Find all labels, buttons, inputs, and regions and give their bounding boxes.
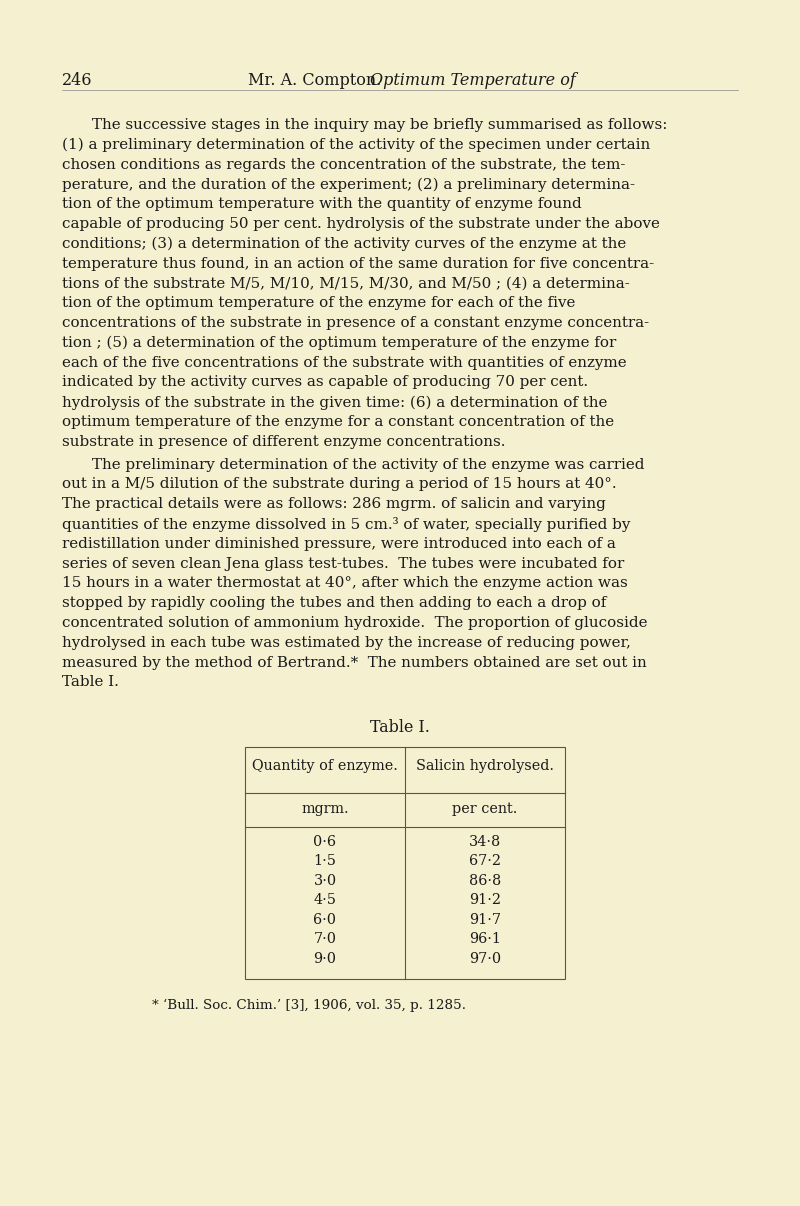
Text: 3·0: 3·0 bbox=[314, 873, 337, 888]
Text: per cent.: per cent. bbox=[452, 802, 518, 815]
Text: The practical details were as follows: 286 mgrm. of salicin and varying: The practical details were as follows: 2… bbox=[62, 497, 606, 511]
Text: perature, and the duration of the experiment; (2) a preliminary determina-: perature, and the duration of the experi… bbox=[62, 177, 635, 192]
Text: 9·0: 9·0 bbox=[314, 952, 337, 966]
Text: temperature thus found, in an action of the same duration for five concentra-: temperature thus found, in an action of … bbox=[62, 257, 654, 270]
Text: Salicin hydrolysed.: Salicin hydrolysed. bbox=[416, 759, 554, 773]
Text: tions of the substrate M/5, M/10, M/15, M/30, and M/50 ; (4) a determina-: tions of the substrate M/5, M/10, M/15, … bbox=[62, 276, 630, 291]
Text: concentrated solution of ammonium hydroxide.  The proportion of glucoside: concentrated solution of ammonium hydrox… bbox=[62, 616, 647, 630]
Text: stopped by rapidly cooling the tubes and then adding to each a drop of: stopped by rapidly cooling the tubes and… bbox=[62, 596, 606, 610]
Text: 86·8: 86·8 bbox=[469, 873, 501, 888]
Text: 7·0: 7·0 bbox=[314, 932, 337, 947]
Text: 246: 246 bbox=[62, 72, 93, 89]
Text: 34·8: 34·8 bbox=[469, 835, 501, 849]
Text: Table I.: Table I. bbox=[370, 719, 430, 736]
Text: capable of producing 50 per cent. hydrolysis of the substrate under the above: capable of producing 50 per cent. hydrol… bbox=[62, 217, 660, 232]
Text: * ‘Bull. Soc. Chim.’ [3], 1906, vol. 35, p. 1285.: * ‘Bull. Soc. Chim.’ [3], 1906, vol. 35,… bbox=[152, 999, 466, 1012]
Text: concentrations of the substrate in presence of a constant enzyme concentra-: concentrations of the substrate in prese… bbox=[62, 316, 649, 330]
Text: 15 hours in a water thermostat at 40°, after which the enzyme action was: 15 hours in a water thermostat at 40°, a… bbox=[62, 576, 628, 591]
Text: chosen conditions as regards the concentration of the substrate, the tem-: chosen conditions as regards the concent… bbox=[62, 158, 626, 171]
Text: Optimum Temperature of: Optimum Temperature of bbox=[370, 72, 576, 89]
Text: 91·7: 91·7 bbox=[469, 913, 501, 926]
Text: tion of the optimum temperature with the quantity of enzyme found: tion of the optimum temperature with the… bbox=[62, 198, 582, 211]
Text: 4·5: 4·5 bbox=[314, 894, 337, 907]
Text: out in a M/5 dilution of the substrate during a period of 15 hours at 40°.: out in a M/5 dilution of the substrate d… bbox=[62, 478, 617, 491]
Text: 67·2: 67·2 bbox=[469, 854, 501, 868]
Text: 1·5: 1·5 bbox=[314, 854, 337, 868]
Text: quantities of the enzyme dissolved in 5 cm.³ of water, specially purified by: quantities of the enzyme dissolved in 5 … bbox=[62, 517, 630, 532]
Text: The preliminary determination of the activity of the enzyme was carried: The preliminary determination of the act… bbox=[92, 457, 645, 472]
Text: Quantity of enzyme.: Quantity of enzyme. bbox=[252, 759, 398, 773]
Bar bbox=[245, 747, 565, 979]
Text: Mr. A. Compton.: Mr. A. Compton. bbox=[248, 72, 382, 89]
Text: 6·0: 6·0 bbox=[314, 913, 337, 926]
Text: redistillation under diminished pressure, were introduced into each of a: redistillation under diminished pressure… bbox=[62, 537, 616, 551]
Text: measured by the method of Bertrand.*  The numbers obtained are set out in: measured by the method of Bertrand.* The… bbox=[62, 656, 646, 669]
Text: optimum temperature of the enzyme for a constant concentration of the: optimum temperature of the enzyme for a … bbox=[62, 415, 614, 429]
Text: mgrm.: mgrm. bbox=[301, 802, 349, 815]
Text: hydrolysis of the substrate in the given time: (6) a determination of the: hydrolysis of the substrate in the given… bbox=[62, 396, 607, 410]
Text: 91·2: 91·2 bbox=[469, 894, 501, 907]
Text: The successive stages in the inquiry may be briefly summarised as follows:: The successive stages in the inquiry may… bbox=[92, 118, 667, 131]
Text: (1) a preliminary determination of the activity of the specimen under certain: (1) a preliminary determination of the a… bbox=[62, 137, 650, 152]
Text: each of the five concentrations of the substrate with quantities of enzyme: each of the five concentrations of the s… bbox=[62, 356, 626, 369]
Text: tion ; (5) a determination of the optimum temperature of the enzyme for: tion ; (5) a determination of the optimu… bbox=[62, 335, 616, 350]
Text: 96·1: 96·1 bbox=[469, 932, 501, 947]
Text: 97·0: 97·0 bbox=[469, 952, 501, 966]
Text: tion of the optimum temperature of the enzyme for each of the five: tion of the optimum temperature of the e… bbox=[62, 297, 575, 310]
Text: Table I.: Table I. bbox=[62, 675, 119, 690]
Text: substrate in presence of different enzyme concentrations.: substrate in presence of different enzym… bbox=[62, 435, 506, 449]
Text: indicated by the activity curves as capable of producing 70 per cent.: indicated by the activity curves as capa… bbox=[62, 375, 588, 390]
Text: hydrolysed in each tube was estimated by the increase of reducing power,: hydrolysed in each tube was estimated by… bbox=[62, 636, 631, 650]
Text: series of seven clean Jena glass test-tubes.  The tubes were incubated for: series of seven clean Jena glass test-tu… bbox=[62, 557, 624, 570]
Text: conditions; (3) a determination of the activity curves of the enzyme at the: conditions; (3) a determination of the a… bbox=[62, 236, 626, 251]
Text: 0·6: 0·6 bbox=[314, 835, 337, 849]
